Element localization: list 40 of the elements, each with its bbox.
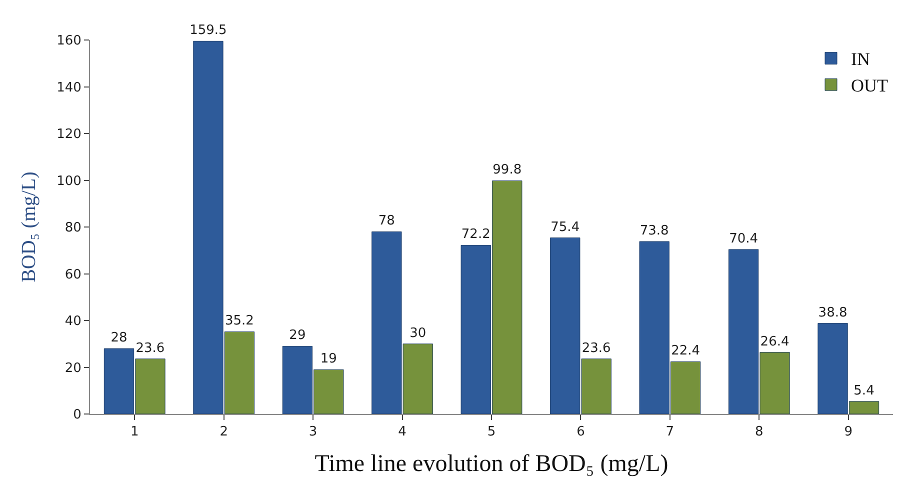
data-label: 159.5 [190,23,227,38]
data-label: 38.8 [818,305,848,320]
data-label: 72.2 [461,227,490,242]
legend-label: OUT [851,76,888,96]
y-tick-label: 140 [56,80,82,96]
data-label: 73.8 [640,223,669,238]
data-label: 23.6 [136,340,165,356]
x-tick-label: 5 [487,424,496,440]
x-tick-label: 9 [844,424,853,440]
y-tick-label: 120 [56,127,82,142]
x-axis-title: Time line evolution of BOD₅ (mg/L) [314,450,668,477]
x-tick-label: 1 [130,424,139,440]
x-tick-label: 7 [666,424,674,440]
data-label: 5.4 [854,383,874,398]
data-label: 28 [110,330,128,346]
data-label: 22.4 [671,344,700,359]
y-tick-label: 60 [64,267,82,282]
data-label: 78 [378,214,395,229]
data-label: 30 [410,326,426,341]
x-tick-label: 8 [755,424,764,440]
y-tick-label: 100 [56,174,82,189]
data-label: 75.4 [550,220,580,235]
x-tick-label: 6 [576,424,585,440]
data-label: 35.2 [224,314,254,329]
data-label: 23.6 [582,340,611,356]
legend-label: IN [851,49,870,70]
x-tick-label: 4 [398,424,406,440]
x-tick-label: 2 [220,424,228,440]
y-axis-title: BOD₅ (mg/L) [18,172,40,282]
y-tick-label: 0 [73,408,82,423]
y-tick-label: 40 [64,314,82,330]
data-label: 26.4 [760,334,790,350]
data-label: 19 [320,352,337,367]
y-tick-label: 20 [64,360,82,376]
x-tick-label: 3 [308,424,318,440]
data-label: 99.8 [492,162,522,178]
data-label: 70.4 [729,231,758,246]
y-tick-label: 80 [64,220,82,236]
data-label: 29 [289,328,306,344]
y-tick-label: 160 [56,34,82,49]
